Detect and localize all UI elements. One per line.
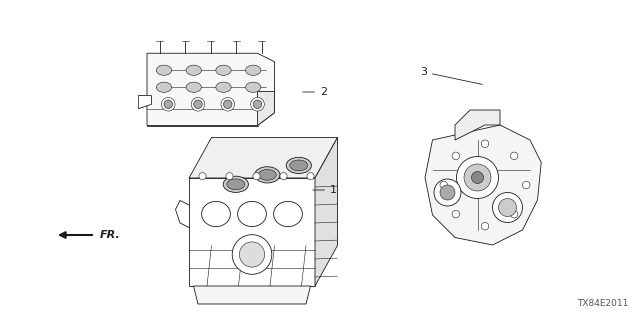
Text: 1: 1 xyxy=(313,185,337,195)
Circle shape xyxy=(440,185,455,200)
Ellipse shape xyxy=(216,82,231,92)
Circle shape xyxy=(522,181,530,189)
Ellipse shape xyxy=(246,82,261,92)
Circle shape xyxy=(464,164,491,191)
Text: 3: 3 xyxy=(420,67,483,84)
Circle shape xyxy=(226,172,233,180)
Circle shape xyxy=(194,100,202,108)
Circle shape xyxy=(251,98,264,111)
Circle shape xyxy=(253,100,262,108)
Ellipse shape xyxy=(274,201,303,227)
Circle shape xyxy=(232,235,272,274)
Circle shape xyxy=(199,172,206,180)
Circle shape xyxy=(164,100,173,108)
Polygon shape xyxy=(455,110,500,140)
Circle shape xyxy=(440,181,447,189)
Ellipse shape xyxy=(290,160,308,171)
Ellipse shape xyxy=(156,65,172,75)
Circle shape xyxy=(307,172,314,180)
Text: TX84E2011: TX84E2011 xyxy=(577,299,628,308)
Ellipse shape xyxy=(227,179,245,190)
Circle shape xyxy=(452,211,460,218)
Polygon shape xyxy=(189,138,337,178)
Ellipse shape xyxy=(186,65,202,75)
Polygon shape xyxy=(425,125,541,245)
Circle shape xyxy=(511,152,518,160)
Polygon shape xyxy=(193,286,310,304)
Circle shape xyxy=(493,193,522,222)
Circle shape xyxy=(221,98,234,111)
Ellipse shape xyxy=(223,176,248,192)
Ellipse shape xyxy=(246,65,261,75)
Polygon shape xyxy=(257,92,275,125)
Ellipse shape xyxy=(202,201,230,227)
Circle shape xyxy=(161,98,175,111)
Ellipse shape xyxy=(286,157,312,173)
Polygon shape xyxy=(315,138,337,286)
Polygon shape xyxy=(138,96,151,108)
Ellipse shape xyxy=(237,201,266,227)
Text: 2: 2 xyxy=(303,87,327,97)
Circle shape xyxy=(452,152,460,160)
Circle shape xyxy=(472,172,483,183)
Circle shape xyxy=(191,98,205,111)
Circle shape xyxy=(223,100,232,108)
Circle shape xyxy=(499,198,516,217)
Ellipse shape xyxy=(186,82,202,92)
Ellipse shape xyxy=(156,82,172,92)
Polygon shape xyxy=(138,96,151,108)
Polygon shape xyxy=(138,96,151,108)
Circle shape xyxy=(511,211,518,218)
Circle shape xyxy=(481,140,489,148)
Polygon shape xyxy=(138,96,151,108)
Text: FR.: FR. xyxy=(100,230,121,240)
Circle shape xyxy=(253,172,260,180)
Ellipse shape xyxy=(255,167,280,183)
Circle shape xyxy=(239,242,264,267)
Ellipse shape xyxy=(216,65,231,75)
Circle shape xyxy=(481,222,489,230)
Polygon shape xyxy=(147,53,275,125)
Circle shape xyxy=(280,172,287,180)
Circle shape xyxy=(456,156,499,198)
Ellipse shape xyxy=(259,170,276,180)
Circle shape xyxy=(434,179,461,206)
